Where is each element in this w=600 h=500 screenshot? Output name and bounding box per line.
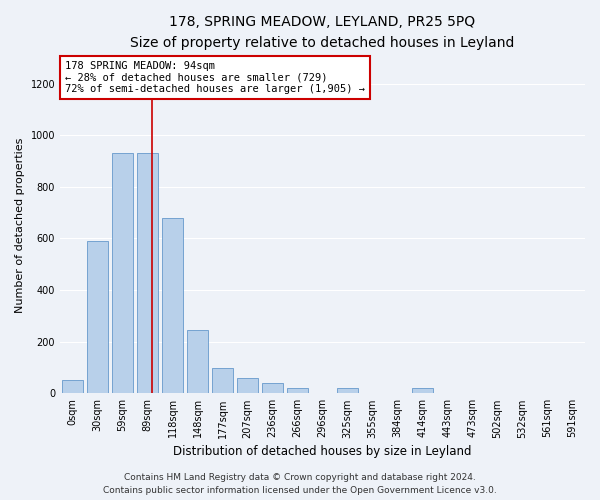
Title: 178, SPRING MEADOW, LEYLAND, PR25 5PQ
Size of property relative to detached hous: 178, SPRING MEADOW, LEYLAND, PR25 5PQ Si… [130,15,515,50]
Bar [412,388,433,394]
Bar [137,153,158,394]
Bar [112,153,133,394]
Bar [237,378,258,394]
Bar [87,241,108,394]
Bar [62,380,83,394]
X-axis label: Distribution of detached houses by size in Leyland: Distribution of detached houses by size … [173,444,472,458]
Bar [212,368,233,394]
Bar [262,383,283,394]
Bar [287,388,308,394]
Y-axis label: Number of detached properties: Number of detached properties [15,138,25,313]
Text: Contains HM Land Registry data © Crown copyright and database right 2024.
Contai: Contains HM Land Registry data © Crown c… [103,474,497,495]
Bar [162,218,183,394]
Bar [337,388,358,394]
Text: 178 SPRING MEADOW: 94sqm
← 28% of detached houses are smaller (729)
72% of semi-: 178 SPRING MEADOW: 94sqm ← 28% of detach… [65,61,365,94]
Bar [187,330,208,394]
